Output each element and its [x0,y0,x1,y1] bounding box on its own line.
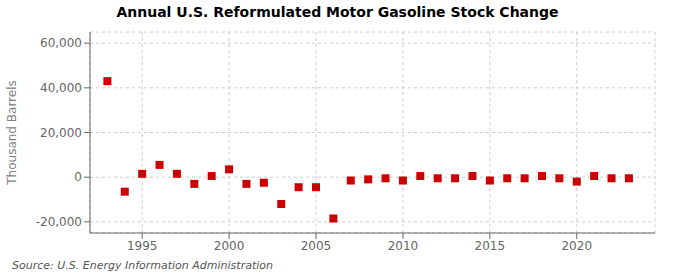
svg-text:-20,000: -20,000 [36,215,82,229]
svg-text:Thousand Barrels: Thousand Barrels [5,80,19,185]
svg-text:1995: 1995 [127,239,158,253]
html-text:Source: U.S. Energy Informatio: Source: U.S. Energy Information Administ… [12,259,273,272]
svg-text:2010: 2010 [388,239,419,253]
html-text:Annual U.S. Reformulated Motor: Annual U.S. Reformulated Motor Gasoline … [116,4,559,20]
svg-text:60,000: 60,000 [40,36,82,50]
svg-text:2020: 2020 [561,239,592,253]
svg-text:2005: 2005 [301,239,332,253]
svg-text:20,000: 20,000 [40,126,82,140]
svg-text:0: 0 [74,170,82,184]
svg-text:2015: 2015 [475,239,506,253]
svg-text:2000: 2000 [214,239,245,253]
svg-text:40,000: 40,000 [40,81,82,95]
